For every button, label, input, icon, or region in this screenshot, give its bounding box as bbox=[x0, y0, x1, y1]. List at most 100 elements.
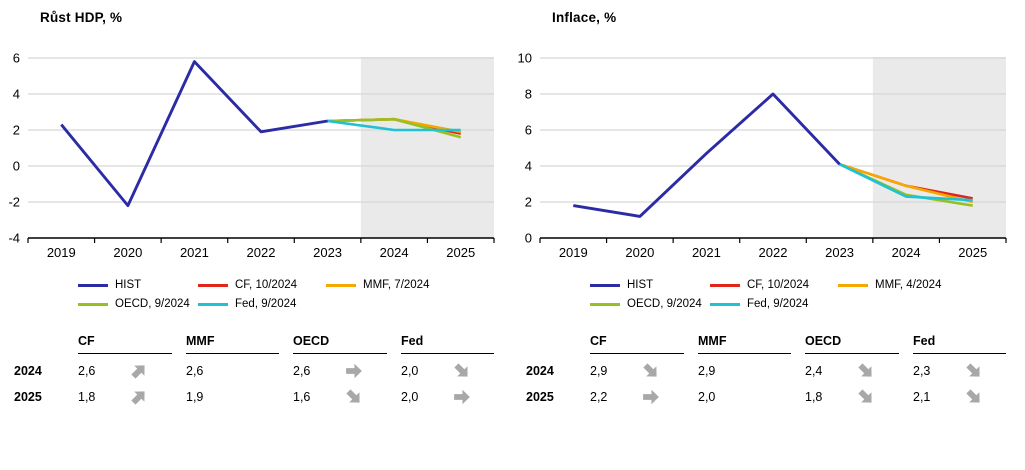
forecast-value: 2,6 bbox=[186, 364, 204, 378]
y-axis-tick-label: 8 bbox=[525, 87, 532, 102]
legend-item-oecd-9-2024: OECD, 9/2024 bbox=[78, 298, 198, 310]
y-axis-tick-label: 4 bbox=[525, 159, 532, 174]
forecast-value: 1,9 bbox=[186, 390, 204, 404]
legend-line-swatch bbox=[590, 302, 620, 306]
legend-label: CF, 10/2024 bbox=[747, 279, 810, 291]
trend-down-right-icon bbox=[966, 363, 980, 377]
x-axis-tick-label: 2023 bbox=[825, 245, 854, 260]
series-line-fed-9-2024 bbox=[839, 163, 973, 202]
legend-label: Fed, 9/2024 bbox=[747, 298, 809, 310]
x-axis-tick-label: 2019 bbox=[47, 245, 76, 260]
gdp-forecast-table: CF MMF OECD Fed 2024 2,6 2,6 2,6 2,0 2025 1,8 1,9 1,… bbox=[14, 334, 512, 406]
forecast-cell-fed-2025: 2,0 bbox=[401, 380, 508, 406]
forecast-cell-oecd-2024: 2,6 bbox=[293, 354, 401, 380]
trend-down-right-icon bbox=[857, 388, 875, 406]
table-corner-cell bbox=[14, 334, 64, 353]
x-axis-tick-label: 2025 bbox=[446, 245, 475, 260]
forecast-cell-oecd-2024: 2,4 bbox=[805, 354, 913, 380]
table-corner-cell bbox=[526, 334, 576, 353]
gdp-panel: Růst HDP, % 6 4 2 0 -2 -4 2019 2020 2021 2022 2023… bbox=[0, 0, 512, 406]
y-axis-tick-label: 2 bbox=[13, 123, 20, 138]
legend-item-fed-9-2024: Fed, 9/2024 bbox=[710, 298, 838, 310]
trend-up-right-icon bbox=[130, 362, 148, 380]
table-header-cf: CF bbox=[78, 334, 172, 354]
legend-item-hist: HIST bbox=[78, 279, 198, 291]
legend-label: MMF, 7/2024 bbox=[363, 279, 430, 291]
inflation-chart-title: Inflace, % bbox=[552, 10, 617, 25]
y-axis-tick-label: -4 bbox=[8, 231, 20, 246]
y-axis-tick-label: 10 bbox=[518, 51, 532, 66]
forecast-cell-cf-2025: 1,8 bbox=[78, 380, 186, 406]
x-axis-tick-label: 2021 bbox=[692, 245, 721, 260]
forecast-value: 2,2 bbox=[590, 390, 608, 404]
legend-line-swatch bbox=[838, 283, 868, 287]
legend-label: HIST bbox=[115, 279, 142, 291]
no-arrow-spacer bbox=[238, 362, 256, 380]
y-axis-tick-label: 4 bbox=[13, 87, 20, 102]
gdp-chart-title: Růst HDP, % bbox=[40, 10, 123, 25]
table-header-fed: Fed bbox=[401, 334, 494, 354]
trend-down-right-icon bbox=[453, 362, 471, 380]
table-header-mmf: MMF bbox=[698, 334, 791, 354]
trend-down-right-icon bbox=[965, 388, 983, 406]
series-line-fed-9-2024 bbox=[327, 119, 461, 132]
trend-down-right-icon bbox=[454, 363, 468, 377]
forecast-shaded-region bbox=[872, 57, 1006, 238]
year-label: 2025 bbox=[526, 390, 554, 404]
trend-down-right-icon bbox=[857, 362, 875, 380]
legend-line-swatch bbox=[78, 302, 108, 306]
legend-line-swatch bbox=[326, 283, 356, 287]
no-arrow-spacer bbox=[750, 362, 768, 380]
legend-item-fed-9-2024: Fed, 9/2024 bbox=[198, 298, 326, 310]
forecast-cell-fed-2025: 2,1 bbox=[913, 380, 1020, 406]
no-arrow-spacer bbox=[238, 388, 256, 406]
x-axis-tick-label: 2019 bbox=[559, 245, 588, 260]
trend-down-right-icon bbox=[858, 389, 872, 403]
forecast-value: 2,6 bbox=[78, 364, 96, 378]
legend-line-swatch bbox=[78, 283, 108, 287]
legend-line-swatch bbox=[590, 283, 620, 287]
forecast-cell-fed-2024: 2,0 bbox=[401, 354, 508, 380]
series-line-mmf-4-2024 bbox=[839, 162, 974, 204]
forecast-value: 1,8 bbox=[78, 390, 96, 404]
forecast-comparison-figure: Růst HDP, % 6 4 2 0 -2 -4 2019 2020 2021 2022 2023… bbox=[0, 0, 1024, 406]
trend-down-right-icon bbox=[966, 389, 980, 403]
inflation-chart-legend: HIST CF, 10/2024 MMF, 4/2024 OECD, 9/2024 Fe… bbox=[590, 279, 1024, 310]
trend-down-right-icon bbox=[858, 363, 872, 377]
x-axis-tick-label: 2023 bbox=[313, 245, 342, 260]
x-axis-tick-label: 2022 bbox=[759, 245, 788, 260]
trend-down-right-icon bbox=[345, 388, 363, 406]
trend-right-icon bbox=[346, 363, 362, 379]
forecast-cell-oecd-2025: 1,6 bbox=[293, 380, 401, 406]
forecast-value: 2,9 bbox=[698, 364, 716, 378]
legend-line-swatch bbox=[710, 283, 740, 287]
forecast-value: 2,9 bbox=[590, 364, 608, 378]
legend-label: MMF, 4/2024 bbox=[875, 279, 942, 291]
x-axis-tick-label: 2020 bbox=[625, 245, 654, 260]
forecast-cell-cf-2024: 2,6 bbox=[78, 354, 186, 380]
trend-right-icon bbox=[453, 388, 471, 406]
trend-down-right-icon bbox=[643, 363, 657, 377]
trend-down-right-icon bbox=[642, 362, 660, 380]
legend-item-oecd-9-2024: OECD, 9/2024 bbox=[590, 298, 710, 310]
x-axis-tick-label: 2024 bbox=[892, 245, 921, 260]
legend-label: HIST bbox=[627, 279, 654, 291]
table-header-cf: CF bbox=[590, 334, 684, 354]
legend-label: OECD, 9/2024 bbox=[115, 298, 190, 310]
legend-item-mmf-4-2024: MMF, 4/2024 bbox=[838, 279, 1024, 291]
inflation-panel: Inflace, % 10 8 6 4 2 0 2019 2020 2021 2022 2023 20… bbox=[512, 0, 1024, 406]
forecast-shaded-region bbox=[360, 57, 494, 238]
legend-line-swatch bbox=[710, 302, 740, 306]
forecast-cell-cf-2024: 2,9 bbox=[590, 354, 698, 380]
y-axis-tick-label: 0 bbox=[13, 159, 20, 174]
legend-label: OECD, 9/2024 bbox=[627, 298, 702, 310]
x-axis-tick-label: 2022 bbox=[247, 245, 276, 260]
table-header-oecd: OECD bbox=[805, 334, 899, 354]
forecast-cell-fed-2024: 2,3 bbox=[913, 354, 1020, 380]
trend-right-icon bbox=[454, 389, 470, 405]
legend-item-mmf-7-2024: MMF, 7/2024 bbox=[326, 279, 512, 291]
x-axis-tick-label: 2025 bbox=[958, 245, 987, 260]
table-header-oecd: OECD bbox=[293, 334, 387, 354]
legend-label: CF, 10/2024 bbox=[235, 279, 298, 291]
inflation-forecast-table: CF MMF OECD Fed 2024 2,9 2,9 2,4 2,3 2025 2,2 2,0 1,… bbox=[526, 334, 1024, 406]
